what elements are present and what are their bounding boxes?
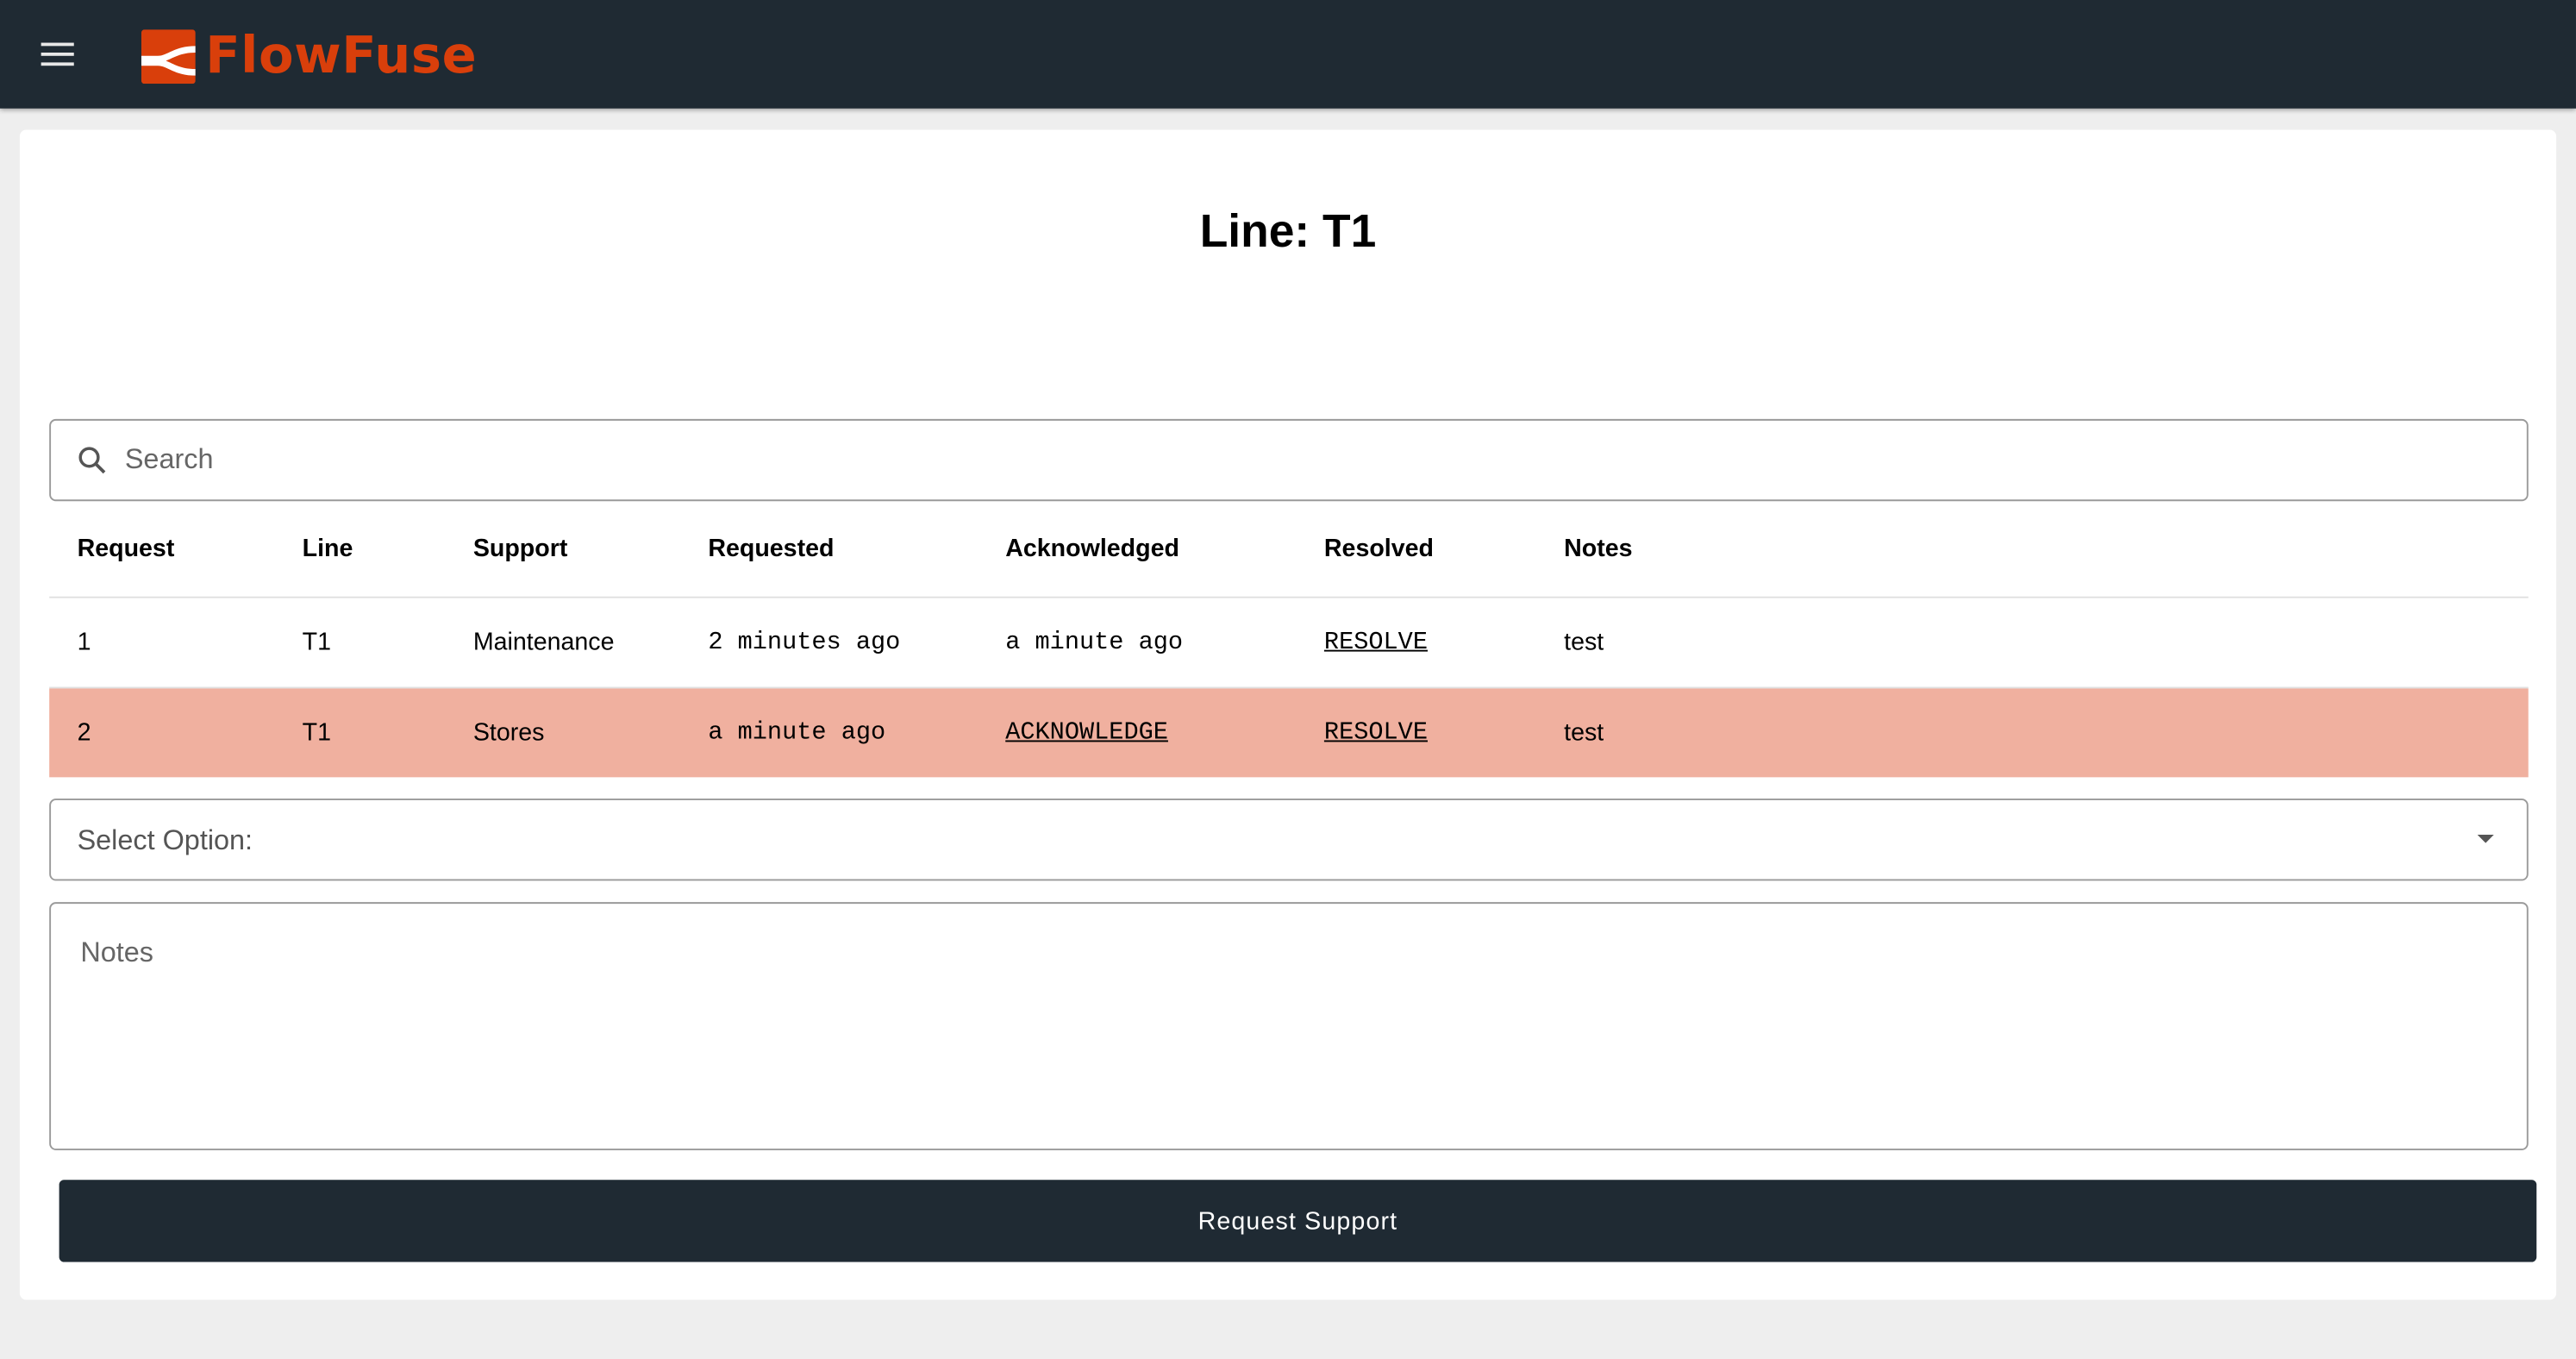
brand-name: FlowFuse bbox=[205, 26, 478, 86]
table-row: 2 T1 Stores a minute ago ACKNOWLEDGE RES… bbox=[49, 688, 2529, 778]
cell-notes: test bbox=[1564, 628, 1604, 657]
request-support-button[interactable]: Request Support bbox=[59, 1180, 2537, 1262]
cell-request: 1 bbox=[77, 628, 91, 657]
notes-textarea[interactable] bbox=[77, 933, 2499, 1137]
column-header-support[interactable]: Support bbox=[472, 535, 568, 563]
top-app-bar: FlowFuse bbox=[0, 0, 2576, 109]
cell-support: Stores bbox=[472, 718, 545, 748]
cell-request: 2 bbox=[77, 718, 91, 748]
dropdown-arrow-icon[interactable] bbox=[2477, 835, 2494, 843]
cell-requested: a minute ago bbox=[708, 718, 886, 748]
cell-line: T1 bbox=[302, 628, 332, 657]
page-title: Line: T1 bbox=[1199, 205, 1377, 257]
resolve-link[interactable]: RESOLVE bbox=[1323, 628, 1428, 657]
cell-line: T1 bbox=[302, 718, 332, 748]
acknowledge-link[interactable]: ACKNOWLEDGE bbox=[1005, 718, 1168, 748]
cell-notes: test bbox=[1564, 718, 1604, 748]
requests-table: Request Line Support Requested Acknowled… bbox=[49, 501, 2529, 778]
column-header-requested[interactable]: Requested bbox=[708, 535, 835, 563]
column-header-request[interactable]: Request bbox=[77, 535, 175, 563]
table-row: 1 T1 Maintenance 2 minutes ago a minute … bbox=[49, 598, 2529, 689]
column-header-acknowledged[interactable]: Acknowledged bbox=[1005, 535, 1179, 563]
flowfuse-logo-icon bbox=[141, 28, 196, 84]
column-header-line[interactable]: Line bbox=[302, 535, 353, 563]
notes-field[interactable] bbox=[49, 902, 2529, 1150]
search-field[interactable] bbox=[49, 418, 2529, 502]
cell-requested: 2 minutes ago bbox=[708, 628, 901, 657]
support-option-select[interactable]: Select Option: bbox=[49, 798, 2529, 881]
column-header-resolved[interactable]: Resolved bbox=[1323, 535, 1435, 563]
select-label: Select Option: bbox=[77, 824, 253, 856]
search-icon bbox=[78, 447, 106, 474]
resolve-link[interactable]: RESOLVE bbox=[1323, 718, 1428, 748]
cell-support: Maintenance bbox=[472, 628, 615, 657]
column-header-notes[interactable]: Notes bbox=[1564, 535, 1633, 563]
hamburger-menu-icon[interactable] bbox=[41, 42, 74, 66]
search-input[interactable] bbox=[122, 442, 2527, 479]
flowfuse-logo: FlowFuse bbox=[141, 26, 477, 85]
cell-acknowledged: a minute ago bbox=[1005, 628, 1184, 657]
table-header-row: Request Line Support Requested Acknowled… bbox=[49, 501, 2529, 598]
